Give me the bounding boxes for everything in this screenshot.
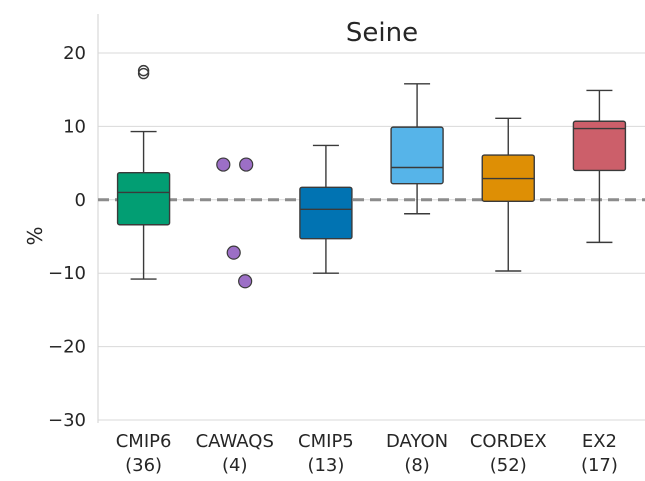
data-point bbox=[216, 157, 231, 172]
x-tick-count-label: (52) bbox=[490, 455, 527, 476]
category-ex2 bbox=[572, 89, 627, 244]
y-axis-ticks: 20 10 0 −10 −20 −30 bbox=[48, 43, 86, 431]
iqr-box bbox=[390, 126, 444, 185]
y-axis-label: % bbox=[23, 226, 47, 245]
x-tick-label: CORDEX bbox=[470, 431, 547, 452]
x-tick-label: CMIP6 bbox=[116, 431, 172, 452]
chart-title: Seine bbox=[346, 18, 418, 48]
x-tick-count-label: (13) bbox=[307, 455, 344, 476]
data-point bbox=[226, 245, 241, 260]
outlier-point bbox=[137, 64, 150, 77]
category-dayon bbox=[390, 83, 444, 215]
y-tick-label: −30 bbox=[48, 410, 86, 431]
x-tick-count-label: (36) bbox=[125, 455, 162, 476]
iqr-box bbox=[572, 120, 627, 172]
x-tick-count-label: (4) bbox=[222, 455, 248, 476]
plot-area: 20 10 0 −10 −20 −30 CMIP6 (36) CAWAQS (4) CMIP5 (1… bbox=[48, 14, 645, 476]
x-tick-label: EX2 bbox=[582, 431, 617, 452]
x-tick-label: CAWAQS bbox=[196, 431, 274, 452]
data-point bbox=[239, 157, 254, 172]
iqr-box bbox=[299, 186, 353, 240]
category-cordex bbox=[481, 117, 535, 272]
category-cawaqs bbox=[216, 157, 254, 289]
iqr-box bbox=[116, 171, 171, 226]
category-cmip6 bbox=[116, 64, 171, 280]
data-point bbox=[238, 274, 253, 289]
y-tick-label: −20 bbox=[48, 337, 86, 358]
x-tick-count-label: (17) bbox=[581, 455, 618, 476]
y-tick-label: 10 bbox=[63, 116, 86, 137]
x-tick-label: DAYON bbox=[386, 431, 448, 452]
y-tick-label: −10 bbox=[48, 263, 86, 284]
grid-lines bbox=[98, 52, 645, 421]
category-cmip5 bbox=[299, 144, 353, 274]
box-marks bbox=[116, 64, 627, 289]
y-tick-label: 0 bbox=[75, 190, 86, 211]
y-tick-label: 20 bbox=[63, 43, 86, 64]
x-tick-label: CMIP5 bbox=[298, 431, 354, 452]
x-tick-count-label: (8) bbox=[404, 455, 430, 476]
x-axis-labels: CMIP6 (36) CAWAQS (4) CMIP5 (13) DAYON (8) CORDE… bbox=[116, 431, 618, 476]
outlier-point bbox=[137, 67, 150, 80]
